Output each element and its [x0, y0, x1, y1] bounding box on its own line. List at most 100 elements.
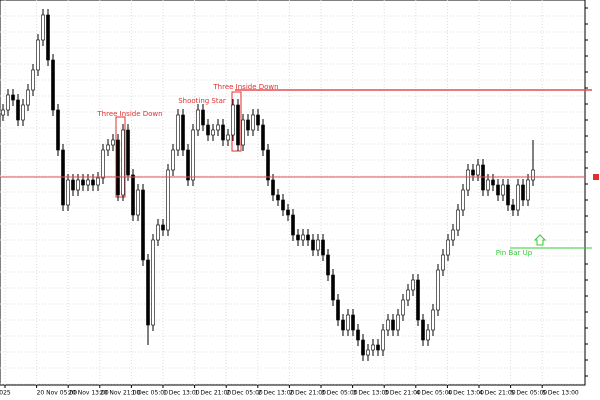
candle-body	[306, 234, 310, 241]
candle-body	[341, 319, 345, 331]
candle-body	[51, 59, 55, 111]
x-tick-label: 2 Dec 05:00	[226, 390, 263, 397]
candle-body	[191, 129, 195, 181]
x-tick-label: 1 Dec 21:00	[195, 390, 232, 397]
candle-body	[316, 239, 320, 251]
candle-body	[126, 129, 130, 176]
candle-body	[326, 254, 330, 276]
candle-body	[56, 109, 60, 151]
x-tick-label: 3 Dec 05:00	[321, 390, 358, 397]
x-tick-label: 20 Nov 13:00	[68, 390, 109, 397]
candle-body	[106, 144, 110, 151]
candle-body	[261, 124, 265, 151]
candle-body	[206, 124, 210, 136]
candle-body	[386, 319, 390, 331]
candle-body	[256, 114, 260, 126]
candle-body	[81, 179, 85, 186]
candle-body	[171, 149, 175, 171]
candle-body	[151, 239, 155, 326]
candle-body	[436, 269, 440, 311]
pin-bar-arrow	[533, 234, 547, 246]
candle-body	[446, 239, 450, 256]
annotation: Three Inside Down	[212, 83, 278, 91]
x-tick-label: 20 Nov 21:00	[100, 390, 141, 397]
candle-body	[76, 179, 80, 191]
candle-body	[301, 234, 305, 241]
candle-body	[21, 104, 25, 121]
candle-body	[401, 299, 405, 316]
candle-body	[291, 214, 295, 236]
candle-body	[456, 209, 460, 231]
x-tick-label: 025	[0, 390, 11, 397]
x-tick-label: 2 Dec 13:00	[258, 390, 295, 397]
x-tick-label: 3 Dec 21:00	[384, 390, 421, 397]
candle-body	[196, 109, 200, 131]
candle-body	[491, 179, 495, 186]
candle-body	[486, 179, 490, 191]
candle-body	[131, 174, 135, 216]
candle-body	[376, 344, 380, 351]
candle-body	[11, 94, 15, 101]
candle-body	[66, 179, 70, 206]
candle-body	[161, 224, 165, 231]
candle-body	[411, 279, 415, 291]
candle-body	[521, 184, 525, 201]
candle-body	[336, 299, 340, 321]
candle-body	[296, 234, 300, 241]
candle-body	[476, 164, 480, 176]
candle-body	[226, 134, 230, 141]
annotation: Shooting Star	[178, 97, 226, 105]
candle-body	[156, 224, 160, 241]
x-tick-label: 4 Dec 21:00	[479, 390, 516, 397]
candle-body	[501, 184, 505, 196]
candle-body	[121, 129, 125, 196]
candle-body	[231, 104, 235, 136]
candle-body	[361, 339, 365, 356]
x-tick-label: 4 Dec 05:00	[416, 390, 453, 397]
candle-body	[221, 124, 225, 141]
candle-body	[141, 189, 145, 261]
candle-body	[101, 149, 105, 179]
candle-body	[186, 149, 190, 181]
annotation: Three Inside Down	[96, 110, 162, 118]
candle-body	[511, 204, 515, 211]
candle-body	[426, 329, 430, 341]
candle-body	[266, 149, 270, 181]
x-tick-label: 5 Dec 13:00	[542, 390, 579, 397]
candle-body	[1, 109, 5, 116]
candle-body	[6, 94, 10, 111]
candle-body	[371, 344, 375, 351]
candle-body	[531, 169, 535, 181]
pattern-box	[115, 116, 126, 198]
candle-body	[286, 209, 290, 216]
x-tick-label: 4 Dec 13:00	[447, 390, 484, 397]
candle-body	[46, 14, 50, 61]
x-tick-label: 5 Dec 05:00	[511, 390, 548, 397]
candle-body	[181, 114, 185, 151]
candle-body	[366, 349, 370, 356]
candle-body	[356, 329, 360, 341]
candle-body	[416, 279, 420, 321]
candle-body	[351, 314, 355, 331]
x-tick-label: 2 Dec 21:00	[289, 390, 326, 397]
candle-body	[406, 289, 410, 301]
candle-body	[211, 129, 215, 136]
candle-body	[466, 169, 470, 191]
candle-body	[506, 184, 510, 206]
candle-body	[111, 139, 115, 146]
candle-body	[216, 124, 220, 131]
x-tick-label: 20 Nov 05:00	[37, 390, 78, 397]
candle-body	[381, 329, 385, 351]
annotation: Pin Bar Up	[496, 249, 533, 257]
candle-body	[461, 189, 465, 211]
candle-body	[496, 184, 500, 196]
candle-body	[391, 319, 395, 331]
candle-body	[516, 184, 520, 211]
candle-body	[236, 104, 240, 146]
candle-body	[276, 194, 280, 201]
candle-body	[176, 114, 180, 151]
candle-body	[471, 169, 475, 176]
x-tick-label: 1 Dec 13:00	[163, 390, 200, 397]
candle-body	[526, 179, 530, 201]
